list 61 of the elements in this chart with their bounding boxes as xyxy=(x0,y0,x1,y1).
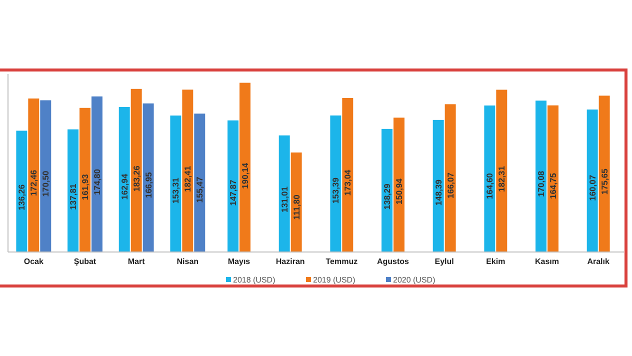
x-tick-label: Şubat xyxy=(74,257,96,266)
data-label: 166,95 xyxy=(143,172,154,198)
bar xyxy=(536,100,546,252)
bar xyxy=(444,104,456,252)
x-tick-label: Ekim xyxy=(486,257,506,266)
data-label: 153,39 xyxy=(330,177,341,204)
bar xyxy=(28,98,40,252)
data-label: 166,07 xyxy=(445,172,456,198)
x-tick-label: Ocak xyxy=(24,257,44,266)
bar xyxy=(394,118,404,252)
data-label: 182,31 xyxy=(496,166,507,192)
bar xyxy=(68,129,79,252)
data-label: 190,14 xyxy=(240,162,250,189)
bar xyxy=(130,88,142,252)
data-label: 183,26 xyxy=(131,165,142,192)
x-tick-label: Agustos xyxy=(377,257,410,266)
legend-label: 2019 (USD) xyxy=(313,276,356,284)
bar xyxy=(91,96,102,252)
data-label: 111,80 xyxy=(291,194,302,220)
x-tick-label: Aralık xyxy=(587,257,610,266)
data-label: 153,31 xyxy=(170,177,181,204)
bar xyxy=(118,106,130,252)
data-label: 147,87 xyxy=(228,180,238,206)
x-tick-label: Temmuz xyxy=(326,257,358,266)
data-label: 138,29 xyxy=(382,183,392,210)
data-label: 174,80 xyxy=(92,168,102,195)
x-tick-label: Nisan xyxy=(176,257,199,266)
bar xyxy=(40,100,52,252)
data-label: 164,60 xyxy=(484,172,495,200)
bar xyxy=(548,105,558,252)
x-tick-label: Mart xyxy=(128,257,146,266)
data-label: 155,47 xyxy=(194,176,205,203)
data-label: 175,65 xyxy=(599,168,610,195)
bar xyxy=(80,108,90,252)
bar xyxy=(432,120,444,252)
legend-label: 2018 (USD) xyxy=(233,276,276,284)
data-label: 161,93 xyxy=(80,174,90,200)
bar xyxy=(142,103,154,252)
data-label: 182,41 xyxy=(182,166,193,192)
data-label: 160,07 xyxy=(587,174,598,201)
bar xyxy=(194,114,206,252)
legend-label: 2020 (USD) xyxy=(393,276,436,284)
data-label: 170,50 xyxy=(40,170,51,197)
x-tick-label: Haziran xyxy=(276,257,305,266)
data-label: 173,04 xyxy=(342,169,353,196)
data-label: 137,81 xyxy=(68,184,78,210)
data-label: 162,94 xyxy=(119,173,130,200)
data-label: 136,26 xyxy=(16,184,27,210)
bar xyxy=(484,106,496,252)
x-tick-label: Kasım xyxy=(534,257,560,266)
data-label: 170,08 xyxy=(536,170,546,197)
data-label: 150,94 xyxy=(394,178,404,205)
data-label: 131,01 xyxy=(279,186,290,213)
data-label: 164,75 xyxy=(548,172,558,200)
data-label: 148,39 xyxy=(433,179,444,206)
x-tick-label: Mayıs xyxy=(228,257,251,266)
bar xyxy=(16,130,28,252)
x-tick-label: Eylul xyxy=(434,257,454,266)
bar xyxy=(496,90,508,252)
data-label: 172,46 xyxy=(28,170,39,196)
bar xyxy=(382,128,392,252)
